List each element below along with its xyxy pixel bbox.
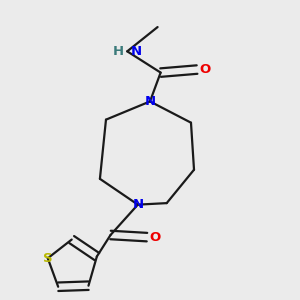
- Text: O: O: [199, 63, 210, 76]
- Text: O: O: [149, 231, 160, 244]
- Text: H: H: [112, 45, 124, 58]
- Text: S: S: [43, 252, 52, 265]
- Text: N: N: [144, 95, 156, 108]
- Text: N: N: [130, 45, 141, 58]
- Text: N: N: [132, 198, 143, 211]
